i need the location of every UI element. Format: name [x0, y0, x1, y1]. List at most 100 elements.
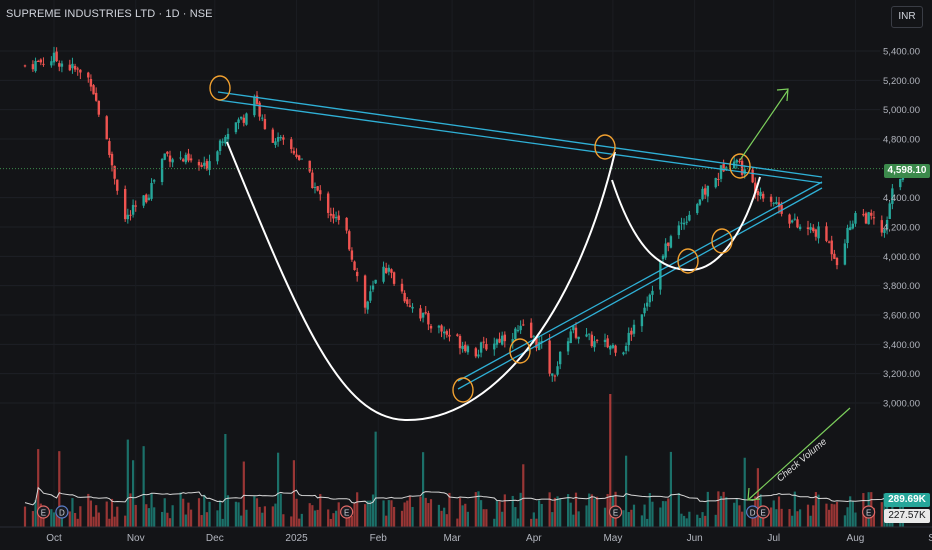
x-tick-label: Oct: [46, 533, 62, 544]
candle-body: [363, 275, 367, 308]
candle-body: [793, 218, 797, 220]
volume-bar: [160, 511, 164, 527]
volume-bar: [733, 502, 736, 527]
volume-bar: [334, 510, 338, 527]
x-tick-label: Jun: [687, 533, 703, 544]
candle-body: [31, 64, 35, 70]
candle-body: [569, 331, 572, 344]
volume-bar: [667, 498, 670, 527]
candle-body: [833, 253, 836, 259]
volume-bar: [769, 507, 773, 527]
candle-body: [735, 160, 739, 163]
candle-body: [79, 69, 82, 73]
candle-body: [350, 250, 354, 260]
volume-bar: [200, 515, 203, 527]
candle-body: [208, 161, 211, 170]
candle-body: [577, 336, 580, 340]
volume-bar: [830, 503, 833, 527]
candle-body: [297, 155, 301, 160]
volume-bar: [337, 502, 340, 527]
volume-bar: [864, 517, 868, 527]
volume-bar: [363, 504, 367, 527]
candle-body: [511, 339, 514, 343]
currency-button[interactable]: INR: [891, 6, 923, 28]
volume-bar: [369, 500, 372, 527]
candle-body: [129, 214, 132, 216]
candle-body: [197, 161, 201, 166]
volume-bar: [780, 508, 783, 527]
volume-bar: [519, 492, 522, 527]
volume-bar: [134, 504, 137, 527]
candle-body: [466, 346, 470, 353]
volume-bar: [485, 509, 488, 527]
volume-bar: [366, 500, 369, 527]
volume-bar: [424, 497, 427, 527]
volume-bar: [696, 514, 699, 527]
volume-bar: [79, 506, 82, 527]
volume-bar: [329, 518, 332, 527]
candle-body: [551, 373, 554, 376]
candle-body: [316, 186, 319, 191]
volume-bar: [189, 509, 193, 527]
candle-body: [514, 328, 517, 340]
volume-bar: [34, 500, 37, 527]
volume-bar: [588, 493, 591, 527]
candle-body: [769, 196, 773, 202]
candle-body: [261, 117, 264, 119]
volume-bar: [348, 514, 351, 527]
volume-bar: [68, 511, 71, 527]
candle-body: [606, 338, 609, 348]
volume-bar: [569, 502, 572, 527]
time-axis[interactable]: OctNovDec2025FebMarAprMayJunJulAugSepOct: [0, 526, 932, 544]
volume-bar: [108, 518, 111, 527]
candle-body: [442, 331, 446, 334]
y-tick-label: 4,800.00: [883, 135, 920, 146]
candle-body: [400, 283, 404, 292]
candle-body: [255, 95, 259, 104]
volume-bar: [205, 512, 209, 527]
x-tick-label: Feb: [370, 533, 388, 544]
y-tick-label: 5,400.00: [883, 47, 920, 58]
candle-body: [474, 348, 478, 357]
volume-bar: [443, 507, 446, 527]
handle-curve: [611, 176, 761, 272]
candle-body: [371, 285, 375, 290]
candle-body: [308, 160, 311, 172]
candle-body: [263, 118, 267, 130]
candle-body: [703, 188, 707, 195]
volume-bar: [743, 457, 746, 527]
price-axis[interactable]: 3,000.00 3,200.00 3,400.00 3,600.00 3,800.00…: [883, 47, 920, 410]
volume-bar: [835, 501, 839, 527]
volume-bar: [445, 514, 448, 527]
candle-body: [461, 345, 464, 350]
volume-bar: [353, 502, 356, 527]
volume-bar: [624, 455, 628, 527]
volume-bar: [300, 513, 303, 527]
marker-circle: [594, 134, 616, 160]
earnings-badge-letter: E: [613, 509, 618, 518]
volume-bar: [849, 496, 852, 527]
check-volume-label: Check Volume: [775, 436, 829, 484]
volume-bar: [812, 505, 815, 527]
candle-body: [659, 260, 662, 290]
candle-body: [780, 204, 783, 214]
volume-bar: [551, 512, 554, 527]
candle-body: [872, 217, 876, 219]
candle-body: [661, 255, 665, 260]
volume-bar: [292, 460, 296, 527]
volume-bar: [704, 515, 707, 527]
earnings-icon: [36, 505, 51, 519]
candle-body: [39, 59, 43, 63]
volume-bar: [313, 510, 317, 527]
volume-bar: [371, 494, 375, 527]
candle-body: [253, 97, 256, 116]
candle-body: [274, 141, 277, 145]
volume-bar: [714, 514, 717, 527]
volume-bar: [540, 503, 543, 527]
volume-bar: [851, 501, 854, 527]
x-tick-label: Mar: [443, 533, 461, 544]
candle-body: [73, 65, 77, 70]
marker-circle: [711, 228, 733, 254]
volume-bar: [603, 507, 607, 527]
